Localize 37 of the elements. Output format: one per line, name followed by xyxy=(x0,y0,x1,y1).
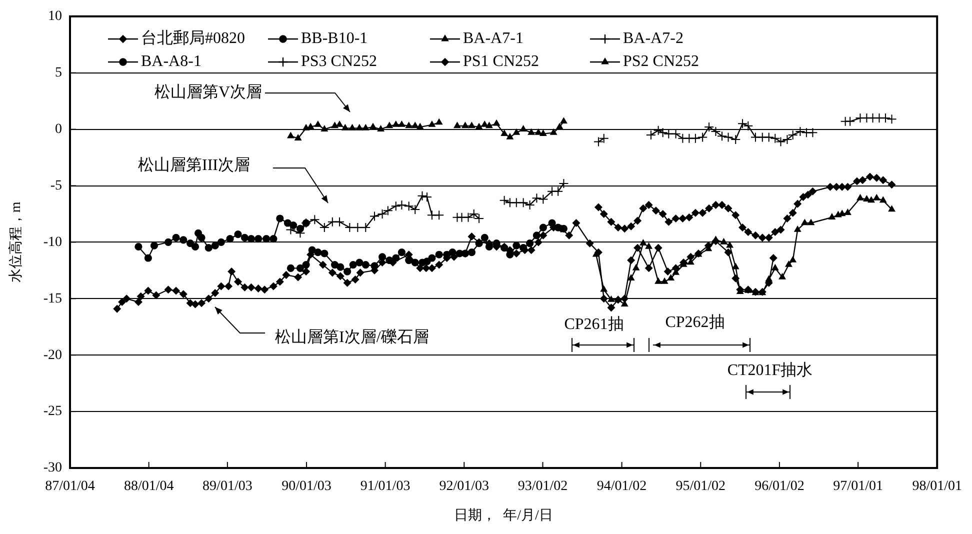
annotation: CP262抽 xyxy=(665,313,725,332)
legend-label: PS1 CN252 xyxy=(463,53,540,70)
y-tick-label: -25 xyxy=(43,404,62,420)
x-tick-label: 95/01/02 xyxy=(676,479,726,494)
annotation: CT201F抽水 xyxy=(727,361,813,380)
x-axis-title: 日期， 年/月/日 xyxy=(454,507,553,524)
x-tick-label: 97/01/01 xyxy=(833,479,883,494)
x-tick-label: 96/01/02 xyxy=(754,479,804,494)
x-tick-label: 93/01/02 xyxy=(518,479,568,494)
x-tick-label: 88/01/04 xyxy=(124,479,174,494)
x-tick-label: 89/01/03 xyxy=(202,479,252,494)
x-tick-label: 87/01/04 xyxy=(45,479,95,494)
annotation: 松山層第I次層/礫石層 xyxy=(275,328,429,346)
x-tick-label: 98/01/01 xyxy=(912,479,962,494)
y-tick-label: -5 xyxy=(50,178,62,194)
annotation: CP261抽 xyxy=(564,315,624,334)
legend-label: PS2 CN252 xyxy=(623,53,700,70)
y-tick-label: 5 xyxy=(55,66,62,81)
legend-label: BA-A7-2 xyxy=(623,30,684,48)
y-tick-label: -15 xyxy=(43,291,62,306)
annotation: 松山層第III次層 xyxy=(138,156,250,174)
legend-label: BB-B10-1 xyxy=(301,30,368,48)
y-tick-label: -10 xyxy=(43,234,62,250)
y-tick-label: -20 xyxy=(43,348,62,363)
x-tick-label: 90/01/03 xyxy=(282,479,332,494)
x-tick-label: 91/01/03 xyxy=(360,479,410,494)
y-axis-title: 水位高程，m xyxy=(8,202,24,283)
legend-label: BA-A8-1 xyxy=(141,53,202,70)
annotation: 松山層第V次層 xyxy=(154,83,262,102)
x-tick-label: 92/01/03 xyxy=(439,479,490,494)
y-tick-label: -30 xyxy=(43,460,62,476)
y-tick-label: 0 xyxy=(55,122,62,137)
legend-label: BA-A7-1 xyxy=(463,30,524,48)
legend-label: 台北郵局#0820 xyxy=(141,29,245,48)
y-tick-label: 10 xyxy=(48,9,62,24)
x-tick-label: 94/01/02 xyxy=(596,479,647,494)
legend-label: PS3 CN252 xyxy=(301,53,378,70)
